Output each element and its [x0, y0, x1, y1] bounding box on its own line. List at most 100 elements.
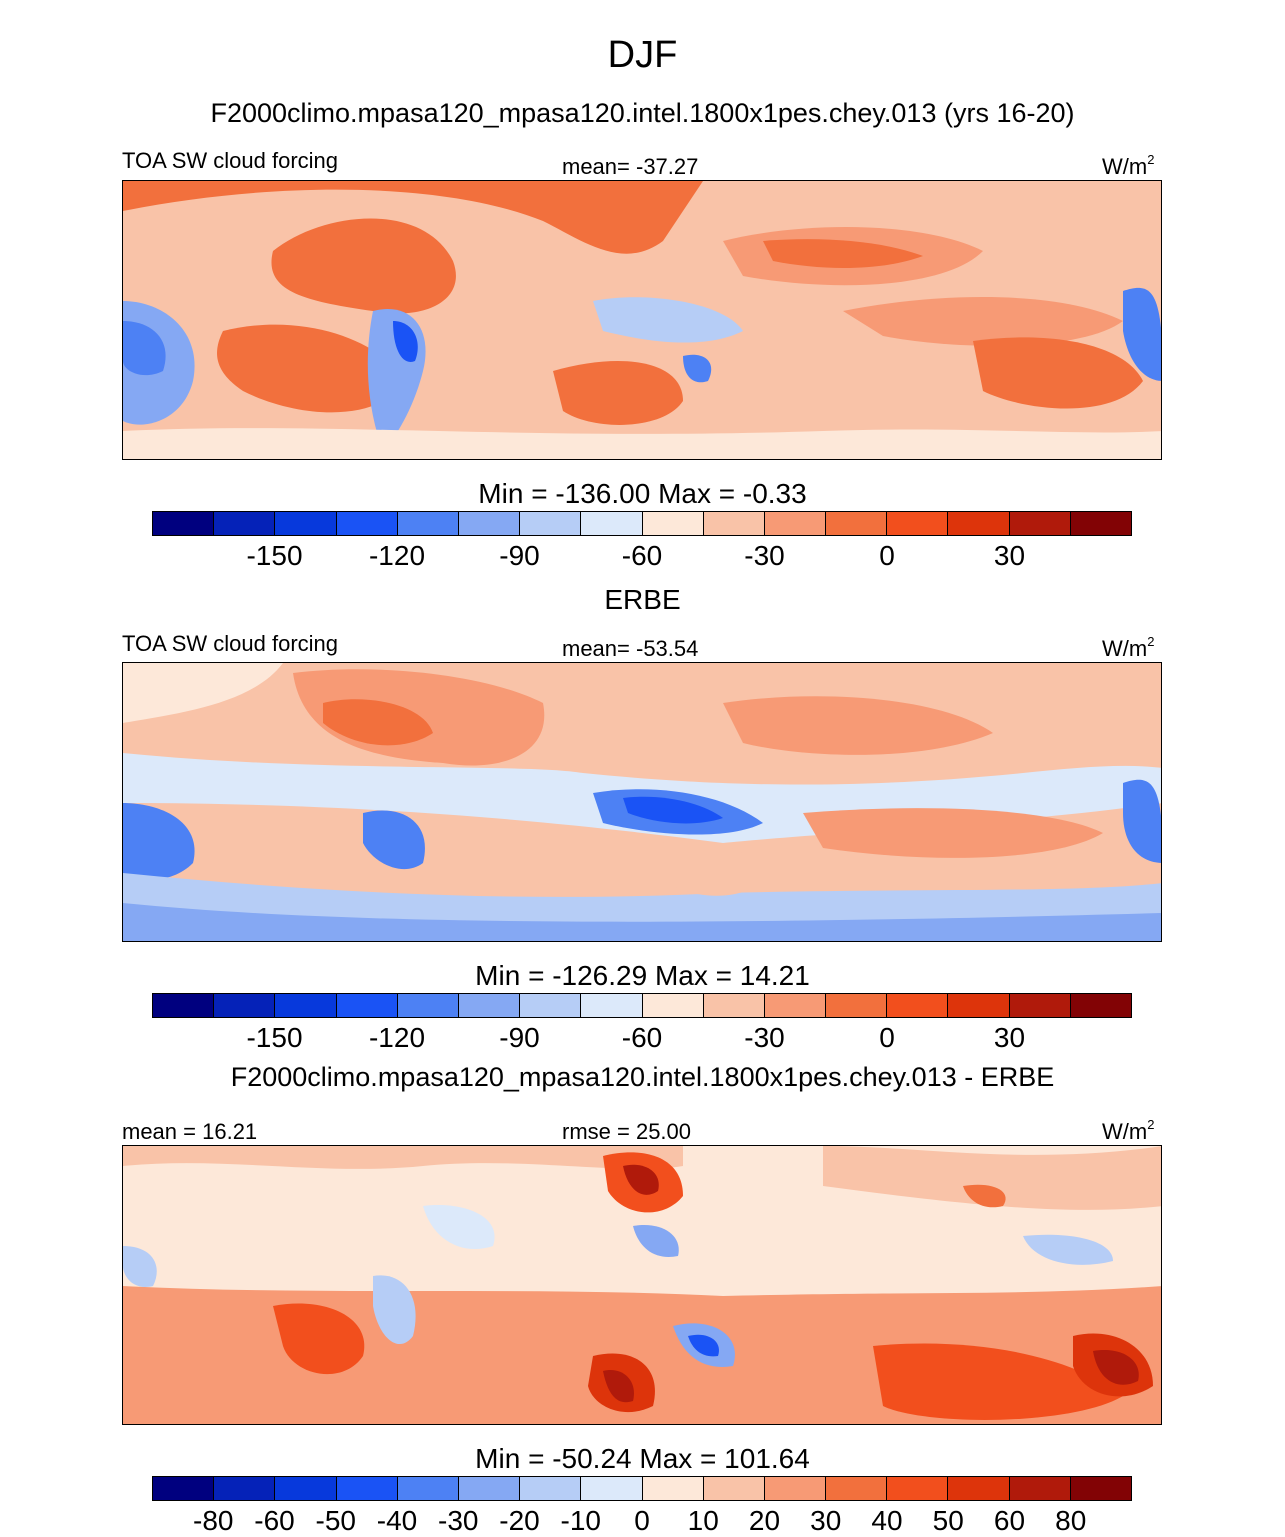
colorbar-swatch [642, 994, 704, 1017]
colorbar-swatch [397, 512, 459, 535]
colorbar-swatch [887, 994, 949, 1017]
colorbar-tick-label: -60 [254, 1505, 295, 1536]
colorbar-swatch [703, 512, 765, 535]
colorbar-swatch [948, 1477, 1010, 1500]
colorbar-swatch [458, 1477, 521, 1500]
colorbar-swatch [458, 994, 521, 1017]
panel1-map [122, 180, 1162, 460]
colorbar-swatch [703, 994, 765, 1017]
colorbar-tick-label: -30 [438, 1505, 479, 1536]
panel3-contour-field [123, 1146, 1161, 1424]
colorbar-tick-label: 0 [634, 1505, 650, 1536]
colorbar-tick-label: -90 [499, 1022, 540, 1053]
colorbar-swatch [520, 1477, 582, 1500]
colorbar-swatch [764, 512, 827, 535]
panel2-mean-label: mean= -53.54 [562, 636, 699, 661]
colorbar-swatch [214, 512, 276, 535]
panel1-contour-field [123, 181, 1161, 459]
colorbar-swatch [153, 994, 215, 1017]
colorbar-swatch [948, 512, 1010, 535]
colorbar-swatch [887, 512, 949, 535]
colorbar-tick-label: -40 [376, 1505, 418, 1536]
colorbar-swatch [336, 512, 398, 535]
colorbar-swatch [826, 994, 888, 1017]
colorbar-swatch [703, 1477, 765, 1500]
colorbar-tick-label: -10 [560, 1505, 601, 1536]
colorbar-tick-label: -60 [621, 540, 663, 571]
panel3-units: W/m2 [1102, 1117, 1155, 1144]
colorbar-swatch [520, 994, 582, 1017]
colorbar-swatch [458, 512, 521, 535]
colorbar-tick-label: -90 [499, 540, 540, 571]
colorbar-tick-label: -50 [315, 1505, 356, 1536]
colorbar-tick-label: 0 [879, 1022, 895, 1053]
panel2-units: W/m2 [1102, 634, 1155, 661]
panel3-map [122, 1145, 1162, 1425]
colorbar-tick-label: -30 [744, 1022, 785, 1053]
obs-title: ERBE [604, 584, 681, 615]
colorbar-tick-label: 0 [879, 540, 895, 571]
colorbar-swatch [581, 512, 643, 535]
colorbar-tick-label: -120 [368, 1022, 426, 1053]
colorbar-swatch [581, 1477, 643, 1500]
panel2-minmax: Min = -126.29 Max = 14.21 [475, 960, 810, 991]
colorbar-swatch [214, 1477, 276, 1500]
colorbar-swatch [275, 512, 337, 535]
colorbar-swatch [948, 994, 1010, 1017]
colorbar-tick-label: 50 [932, 1505, 964, 1536]
colorbar-tick-label: -150 [246, 1022, 303, 1053]
colorbar-swatch [1070, 512, 1131, 535]
colorbar-swatch [1009, 1477, 1071, 1500]
panel2-variable-label: TOA SW cloud forcing [122, 631, 339, 656]
case-title: F2000climo.mpasa120_mpasa120.intel.1800x… [210, 98, 1075, 128]
colorbar-swatch [764, 994, 827, 1017]
colorbar-tick-label: -150 [246, 540, 303, 571]
colorbar-tick-label: 80 [1055, 1505, 1087, 1536]
colorbar-swatch [1009, 994, 1071, 1017]
colorbar-tick-label: 10 [687, 1505, 719, 1536]
colorbar-swatch [887, 1477, 949, 1500]
colorbar-swatch [397, 1477, 459, 1500]
colorbar-swatch [336, 994, 398, 1017]
panel2-map [122, 662, 1162, 942]
colorbar-tick-label: -60 [621, 1022, 663, 1053]
colorbar-tick-label: 30 [993, 540, 1026, 571]
panel3-minmax: Min = -50.24 Max = 101.64 [475, 1443, 810, 1474]
colorbar-swatch [764, 1477, 827, 1500]
panel2-contour-field [123, 663, 1161, 941]
colorbar-tick-label: -120 [368, 540, 426, 571]
colorbar-swatch [826, 1477, 888, 1500]
panel1-units: W/m2 [1102, 152, 1155, 179]
colorbar-swatch [214, 994, 276, 1017]
colorbar-swatch [275, 1477, 337, 1500]
panel2-colorbar [152, 993, 1132, 1018]
colorbar-swatch [397, 994, 459, 1017]
colorbar-tick-label: -80 [193, 1505, 234, 1536]
colorbar-swatch [520, 512, 582, 535]
panel3-mean-label: mean = 16.21 [122, 1119, 258, 1144]
colorbar-tick-label: -20 [499, 1505, 540, 1536]
colorbar-swatch [826, 512, 888, 535]
panel1-variable-label: TOA SW cloud forcing [122, 148, 339, 173]
colorbar-swatch [1070, 994, 1131, 1017]
colorbar-swatch [1009, 512, 1071, 535]
colorbar-tick-label: 30 [810, 1505, 842, 1536]
season-title: DJF [607, 34, 678, 76]
colorbar-swatch [153, 512, 215, 535]
panel1-colorbar [152, 511, 1132, 536]
colorbar-swatch [642, 1477, 704, 1500]
colorbar-swatch [336, 1477, 398, 1500]
colorbar-swatch [581, 994, 643, 1017]
panel3-rmse-label: rmse = 25.00 [562, 1119, 692, 1144]
colorbar-swatch [1070, 1477, 1131, 1500]
panel1-mean-label: mean= -37.27 [562, 154, 699, 179]
panel3-colorbar [152, 1476, 1132, 1501]
panel1-minmax: Min = -136.00 Max = -0.33 [478, 478, 807, 509]
colorbar-tick-label: 60 [993, 1505, 1026, 1536]
colorbar-tick-label: -30 [744, 540, 785, 571]
colorbar-tick-label: 40 [871, 1505, 903, 1536]
colorbar-swatch [275, 994, 337, 1017]
colorbar-tick-label: 20 [748, 1505, 781, 1536]
colorbar-swatch [153, 1477, 215, 1500]
diff-title: F2000climo.mpasa120_mpasa120.intel.1800x… [230, 1062, 1055, 1092]
